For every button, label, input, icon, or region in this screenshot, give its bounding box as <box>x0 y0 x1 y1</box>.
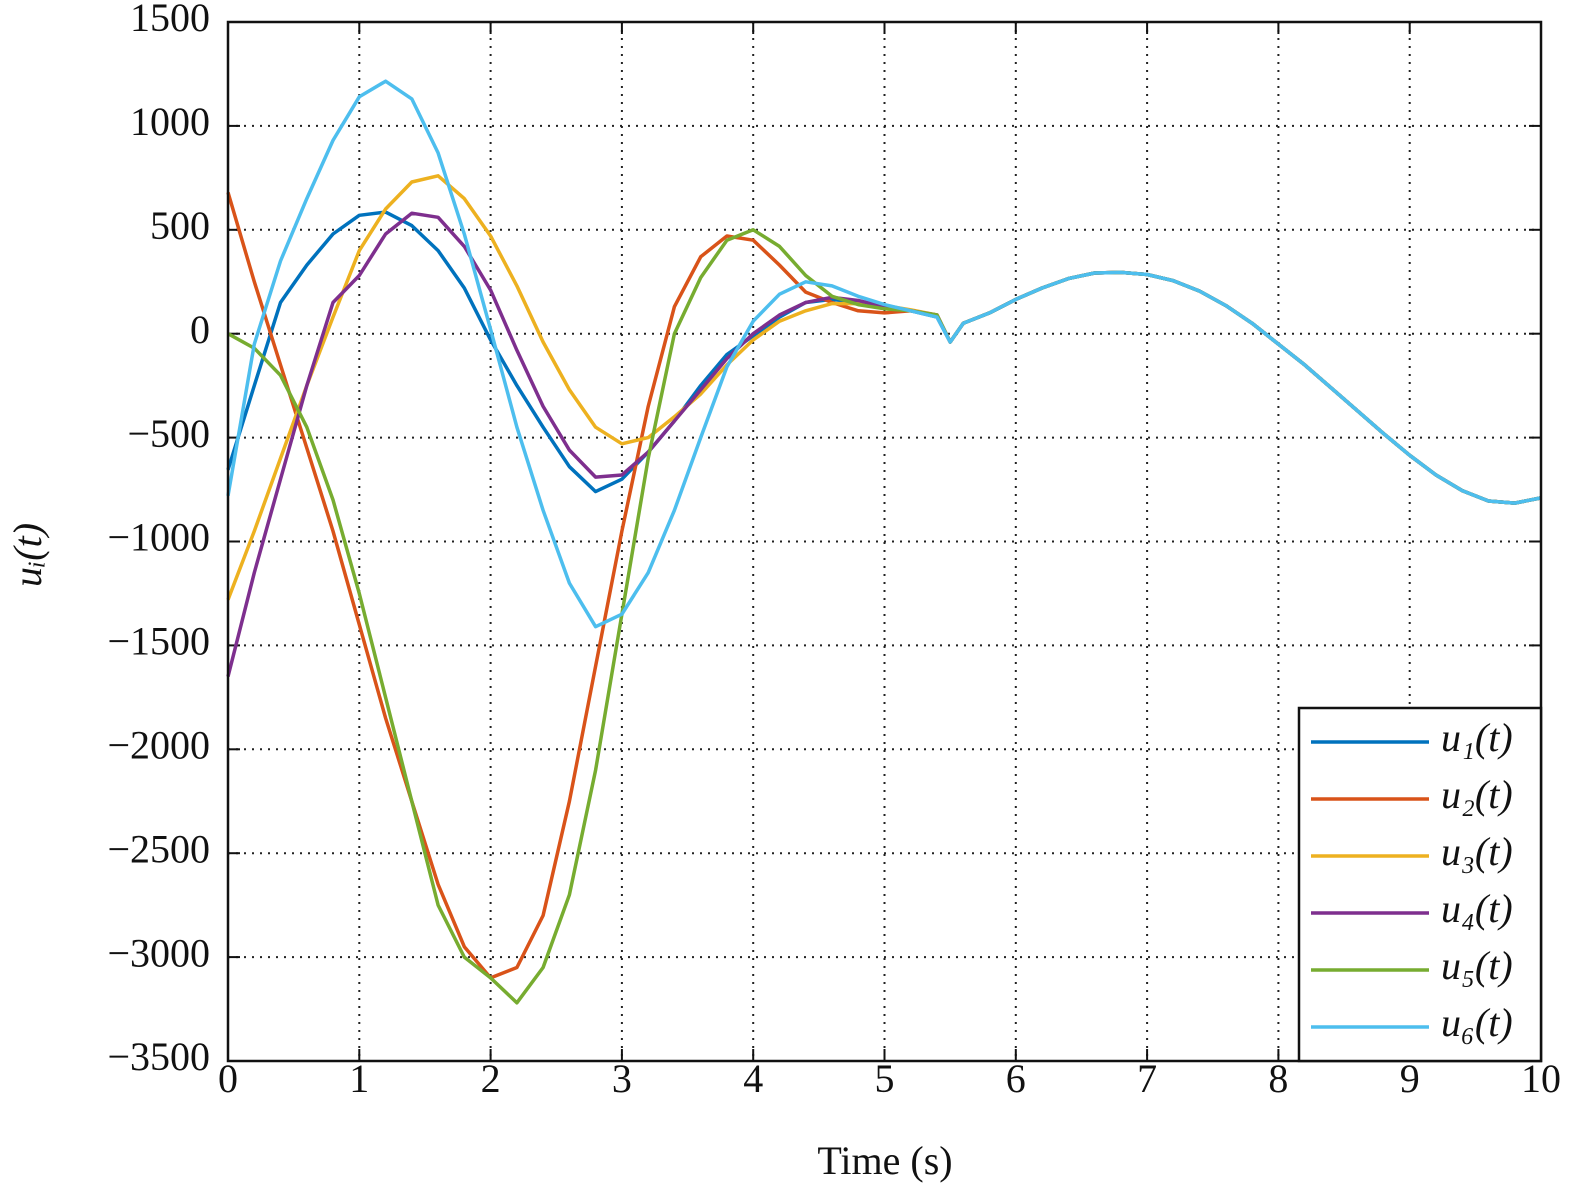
y-tick-label: 500 <box>150 203 210 248</box>
x-tick-label: 0 <box>218 1056 238 1101</box>
y-tick-label: −1000 <box>107 515 210 560</box>
x-tick-label: 4 <box>743 1056 763 1101</box>
y-tick-label: −1500 <box>107 619 210 664</box>
legend-label: u₄(t) <box>1441 886 1513 931</box>
y-tick-label: 1500 <box>130 0 210 40</box>
legend-label: u₆(t) <box>1441 1000 1513 1045</box>
x-tick-label: 9 <box>1400 1056 1420 1101</box>
y-tick-label: −3000 <box>107 930 210 975</box>
x-tick-label: 10 <box>1521 1056 1561 1101</box>
x-tick-label: 2 <box>481 1056 501 1101</box>
y-tick-label: −500 <box>127 411 210 456</box>
legend-label: u₁(t) <box>1441 715 1513 760</box>
y-tick-label: −2000 <box>107 722 210 767</box>
legend-box <box>1297 706 1543 1063</box>
y-tick-label: −3500 <box>107 1034 210 1079</box>
plot-frame <box>226 20 1543 1063</box>
x-axis-label: Time (s) <box>817 1138 952 1183</box>
legend-label: u₃(t) <box>1441 829 1513 874</box>
y-tick-label: 0 <box>190 307 210 352</box>
x-tick-label: 7 <box>1137 1056 1157 1101</box>
x-tick-label: 5 <box>875 1056 895 1101</box>
y-axis-label: uᵢ(t) <box>5 523 50 587</box>
legend-label: u₅(t) <box>1441 943 1513 988</box>
legend-label: u₂(t) <box>1441 772 1513 817</box>
x-tick-label: 1 <box>349 1056 369 1101</box>
x-tick-label: 3 <box>612 1056 632 1101</box>
y-tick-label: 1000 <box>130 99 210 144</box>
series-line <box>226 79 1542 629</box>
x-tick-label: 6 <box>1006 1056 1026 1101</box>
y-tick-label: −2500 <box>107 826 210 871</box>
x-tick-label: 8 <box>1268 1056 1288 1101</box>
